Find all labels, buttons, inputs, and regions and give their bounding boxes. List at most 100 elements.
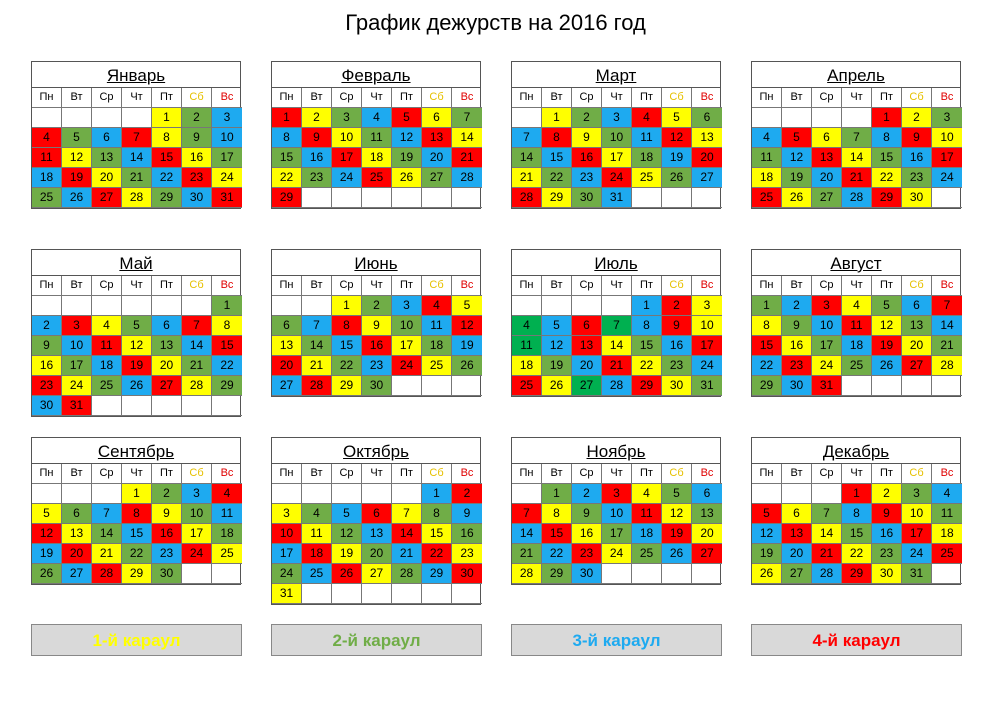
month-grid: Пн Вт Ср Чт Пт Сб Вс 1 2 3 4 5 6 7 8 9 10 11 12 13 14 15 16 17 1… bbox=[272, 276, 482, 396]
weekday-header: Сб bbox=[902, 276, 932, 296]
empty-cell bbox=[512, 108, 542, 128]
day-cell: 14 bbox=[92, 524, 122, 544]
day-cell: 24 bbox=[602, 168, 632, 188]
day-cell: 9 bbox=[302, 128, 332, 148]
day-cell: 31 bbox=[602, 188, 632, 208]
day-cell: 17 bbox=[272, 544, 302, 564]
day-cell: 16 bbox=[302, 148, 332, 168]
day-cell: 30 bbox=[782, 376, 812, 396]
day-cell: 11 bbox=[512, 336, 542, 356]
day-cell: 11 bbox=[932, 504, 962, 524]
empty-cell bbox=[302, 296, 332, 316]
day-cell: 22 bbox=[422, 544, 452, 564]
weekday-header: Пн bbox=[512, 464, 542, 484]
day-cell: 1 bbox=[332, 296, 362, 316]
day-cell: 3 bbox=[182, 484, 212, 504]
empty-cell bbox=[362, 584, 392, 604]
weekday-header: Пн bbox=[32, 464, 62, 484]
day-cell: 20 bbox=[692, 148, 722, 168]
day-cell: 26 bbox=[782, 188, 812, 208]
day-cell: 12 bbox=[332, 524, 362, 544]
day-cell: 25 bbox=[632, 168, 662, 188]
day-cell: 10 bbox=[902, 504, 932, 524]
day-cell: 3 bbox=[932, 108, 962, 128]
day-cell: 17 bbox=[812, 336, 842, 356]
empty-cell bbox=[152, 296, 182, 316]
day-cell: 18 bbox=[632, 524, 662, 544]
weekday-header: Чт bbox=[842, 464, 872, 484]
day-cell: 24 bbox=[272, 564, 302, 584]
weekday-header: Сб bbox=[662, 88, 692, 108]
day-cell: 18 bbox=[362, 148, 392, 168]
empty-cell bbox=[932, 376, 962, 396]
day-cell: 8 bbox=[542, 128, 572, 148]
day-cell: 15 bbox=[212, 336, 242, 356]
day-cell: 1 bbox=[842, 484, 872, 504]
day-cell: 13 bbox=[92, 148, 122, 168]
month-grid: Пн Вт Ср Чт Пт Сб Вс 1 2 3 4 5 6 7 8 9 10 11 12 13 14 15 16 17 1… bbox=[32, 88, 242, 208]
day-cell: 20 bbox=[692, 524, 722, 544]
day-cell: 22 bbox=[752, 356, 782, 376]
day-cell: 16 bbox=[572, 524, 602, 544]
day-cell: 16 bbox=[362, 336, 392, 356]
empty-cell bbox=[92, 484, 122, 504]
day-cell: 4 bbox=[842, 296, 872, 316]
day-cell: 20 bbox=[92, 168, 122, 188]
day-cell: 21 bbox=[122, 168, 152, 188]
empty-cell bbox=[92, 396, 122, 416]
empty-cell bbox=[332, 584, 362, 604]
day-cell: 14 bbox=[812, 524, 842, 544]
day-cell: 28 bbox=[452, 168, 482, 188]
day-cell: 8 bbox=[842, 504, 872, 524]
day-cell: 29 bbox=[272, 188, 302, 208]
day-cell: 10 bbox=[692, 316, 722, 336]
day-cell: 11 bbox=[32, 148, 62, 168]
day-cell: 23 bbox=[302, 168, 332, 188]
weekday-header: Чт bbox=[122, 88, 152, 108]
day-cell: 18 bbox=[212, 524, 242, 544]
legend-shift-4: 4-й караул bbox=[751, 624, 962, 656]
weekday-header: Пн bbox=[512, 276, 542, 296]
empty-cell bbox=[632, 188, 662, 208]
day-cell: 25 bbox=[512, 376, 542, 396]
month-name: Февраль bbox=[272, 62, 480, 88]
day-cell: 21 bbox=[182, 356, 212, 376]
weekday-header: Сб bbox=[662, 276, 692, 296]
day-cell: 28 bbox=[512, 564, 542, 584]
day-cell: 4 bbox=[302, 504, 332, 524]
day-cell: 17 bbox=[182, 524, 212, 544]
weekday-header: Вт bbox=[542, 464, 572, 484]
day-cell: 26 bbox=[752, 564, 782, 584]
day-cell: 26 bbox=[542, 376, 572, 396]
month-name: Ноябрь bbox=[512, 438, 720, 464]
empty-cell bbox=[182, 564, 212, 584]
empty-cell bbox=[842, 376, 872, 396]
empty-cell bbox=[422, 584, 452, 604]
day-cell: 27 bbox=[62, 564, 92, 584]
empty-cell bbox=[512, 484, 542, 504]
day-cell: 13 bbox=[362, 524, 392, 544]
day-cell: 24 bbox=[602, 544, 632, 564]
weekday-header: Вт bbox=[62, 88, 92, 108]
day-cell: 4 bbox=[752, 128, 782, 148]
weekday-header: Вс bbox=[692, 464, 722, 484]
weekday-header: Вт bbox=[302, 276, 332, 296]
day-cell: 10 bbox=[212, 128, 242, 148]
legend-shift-2: 2-й караул bbox=[271, 624, 482, 656]
day-cell: 3 bbox=[272, 504, 302, 524]
weekday-header: Вт bbox=[782, 464, 812, 484]
weekday-header: Пн bbox=[272, 88, 302, 108]
day-cell: 22 bbox=[122, 544, 152, 564]
day-cell: 11 bbox=[752, 148, 782, 168]
day-cell: 11 bbox=[842, 316, 872, 336]
day-cell: 21 bbox=[812, 544, 842, 564]
day-cell: 14 bbox=[452, 128, 482, 148]
day-cell: 7 bbox=[512, 504, 542, 524]
day-cell: 6 bbox=[152, 316, 182, 336]
empty-cell bbox=[392, 484, 422, 504]
day-cell: 30 bbox=[572, 188, 602, 208]
day-cell: 16 bbox=[662, 336, 692, 356]
weekday-header: Вт bbox=[782, 276, 812, 296]
day-cell: 11 bbox=[632, 128, 662, 148]
day-cell: 9 bbox=[152, 504, 182, 524]
